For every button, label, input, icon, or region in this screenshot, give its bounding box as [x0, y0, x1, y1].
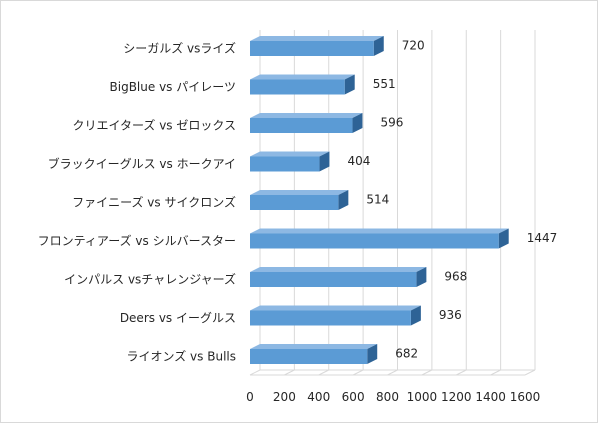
x-tick-label: 400 — [307, 390, 330, 404]
bar — [250, 228, 509, 249]
x-tick-label: 200 — [273, 390, 296, 404]
data-label: 936 — [439, 308, 462, 322]
bar-front — [250, 272, 417, 287]
data-label: 1447 — [527, 231, 558, 245]
bar-side — [344, 74, 355, 95]
x-axis-ticks: 0 200 400 600 800 1000 1200 1400 1600 — [246, 390, 540, 404]
floor-gridline — [524, 369, 536, 376]
bar-top — [250, 151, 330, 157]
category-label: クリエイターズ vs ゼロックス — [72, 118, 236, 133]
bars — [250, 36, 509, 364]
data-label: 720 — [402, 39, 425, 53]
x-tick-label: 1600 — [510, 390, 541, 404]
category-label: フロンティアーズ vs シルバースター — [38, 233, 236, 248]
category-label: BigBlue vs パイレーツ — [110, 80, 236, 94]
bar-front — [250, 156, 320, 172]
floor-gridline — [387, 369, 398, 376]
x-tick-label: 1400 — [475, 390, 506, 404]
floor-gridline — [456, 369, 467, 376]
bar-top — [250, 267, 427, 272]
bar-top — [250, 305, 421, 311]
category-label: ファイニーズ vs サイクロンズ — [72, 195, 236, 210]
floor-gridline — [490, 369, 501, 376]
bar — [250, 190, 349, 210]
bar-front — [250, 233, 499, 249]
floor-gridline — [284, 369, 295, 376]
bar-top — [250, 36, 384, 41]
x-tick-label: 1000 — [407, 390, 438, 404]
bar-side — [352, 113, 363, 133]
x-tick-label: 0 — [246, 390, 254, 404]
category-label: Deers vs イーグルス — [120, 311, 236, 325]
bar — [250, 36, 384, 56]
bar-top — [250, 344, 378, 349]
floor-gridline — [249, 369, 261, 376]
bar-side — [338, 190, 349, 210]
data-labels: 720 551 596 404 514 1447 968 936 682 — [347, 39, 557, 361]
bar — [250, 305, 421, 326]
bar-front — [250, 310, 411, 326]
category-label: ブラックイーグルス vs ホークアイ — [48, 156, 236, 171]
data-label: 682 — [395, 347, 418, 361]
bar-top — [250, 228, 509, 234]
bar-top — [250, 190, 349, 195]
data-label: 596 — [380, 116, 403, 130]
floor-gridline — [421, 369, 433, 376]
bar — [250, 344, 378, 364]
category-label: インパルス vsチャレンジャーズ — [64, 272, 236, 287]
floor-gridline — [318, 369, 329, 376]
bar-top — [250, 113, 363, 118]
x-tick-label: 800 — [376, 390, 399, 404]
bar-front — [250, 349, 368, 364]
category-label: ライオンズ vs Bulls — [126, 349, 236, 364]
bar-side — [319, 151, 330, 172]
bar-side — [416, 267, 427, 287]
data-label: 551 — [373, 77, 396, 91]
bar-front — [250, 195, 339, 210]
x-tick-label: 1200 — [441, 390, 472, 404]
bar-front — [250, 41, 374, 56]
data-label: 514 — [366, 193, 389, 207]
bar-side — [367, 344, 378, 364]
bar — [250, 74, 355, 95]
data-label: 968 — [444, 270, 467, 284]
floor-gridline — [352, 369, 364, 376]
bar — [250, 113, 363, 133]
bar — [250, 267, 427, 287]
bar-side — [498, 228, 509, 249]
bar-top — [250, 74, 355, 80]
x-tick-label: 600 — [342, 390, 365, 404]
category-label: シーガルズ vsライズ — [123, 41, 236, 56]
bar-side — [410, 305, 421, 326]
bar-side — [373, 36, 384, 56]
bar-front — [250, 79, 345, 95]
data-label: 404 — [347, 154, 370, 168]
bar — [250, 151, 330, 172]
bar-front — [250, 118, 353, 133]
